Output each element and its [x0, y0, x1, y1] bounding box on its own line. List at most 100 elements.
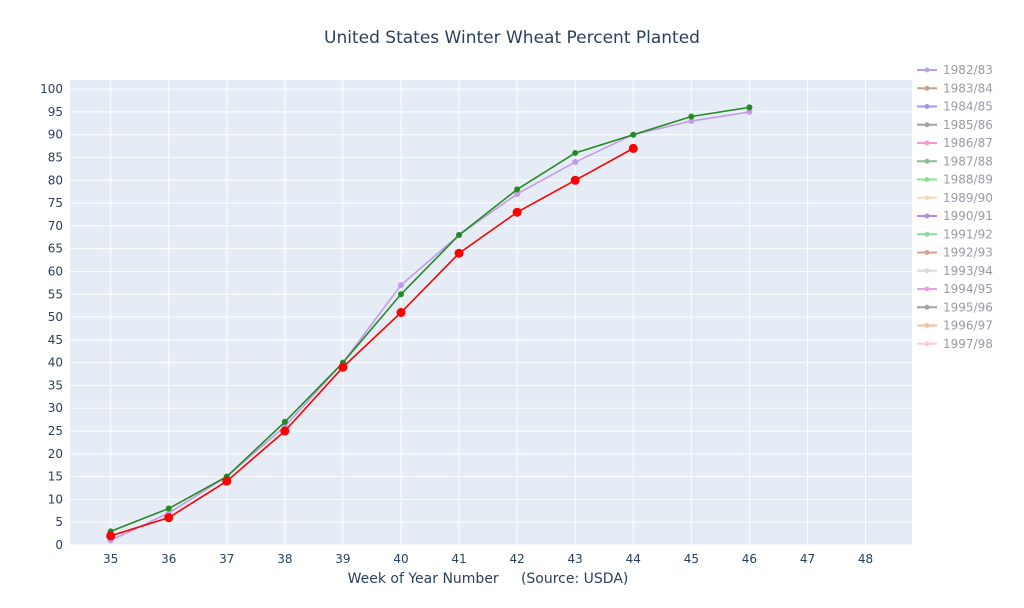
data-point [630, 131, 637, 138]
legend-swatch-marker [924, 341, 930, 347]
series-17 [107, 104, 753, 535]
legend-label: 1985/86 [943, 118, 993, 132]
legend-label: 1993/94 [943, 264, 993, 278]
legend-item[interactable]: 1986/87 [917, 136, 993, 150]
legend-swatch-marker [924, 85, 930, 91]
legend-label: 1992/93 [943, 246, 993, 260]
x-tick-label: 38 [277, 552, 292, 566]
y-tick-label: 85 [48, 151, 63, 165]
legend-label: 1986/87 [943, 136, 993, 150]
legend-label: 1987/88 [943, 154, 993, 168]
data-point [222, 476, 232, 486]
chart-title: United States Winter Wheat Percent Plant… [324, 28, 700, 48]
data-point [628, 143, 638, 153]
legend-item[interactable]: 1983/84 [917, 81, 993, 95]
y-tick-label: 50 [48, 310, 63, 324]
data-point [688, 118, 695, 125]
legend-item[interactable]: 1991/92 [917, 227, 993, 241]
legend-item[interactable]: 1994/95 [917, 282, 993, 296]
legend-item[interactable]: 1985/86 [917, 118, 993, 132]
data-point [281, 418, 288, 425]
data-point [338, 362, 348, 372]
x-tick-label: 37 [219, 552, 234, 566]
legend-label: 1989/90 [943, 191, 993, 205]
legend-label: 1982/83 [943, 63, 993, 77]
y-tick-label: 40 [48, 356, 63, 370]
legend-swatch-marker [924, 140, 930, 146]
legend[interactable]: 1982/83 1983/84 1984/85 1985/86 1986/87 1987/… [917, 63, 993, 351]
legend-item[interactable]: 1997/98 [917, 337, 993, 351]
legend-item[interactable]: 1984/85 [917, 100, 993, 114]
legend-label: 1990/91 [943, 209, 993, 223]
x-tick-label: 43 [568, 552, 583, 566]
series-line [110, 106, 750, 533]
data-point [106, 531, 116, 541]
y-tick-label: 95 [48, 105, 63, 119]
x-tick-label: 44 [626, 552, 641, 566]
legend-swatch-marker [924, 231, 930, 237]
y-tick-label: 75 [48, 196, 63, 210]
y-tick-label: 65 [48, 242, 63, 256]
data-point [570, 175, 580, 185]
legend-swatch-marker [924, 195, 930, 201]
legend-item[interactable]: 1989/90 [917, 191, 993, 205]
legend-label: 1983/84 [943, 81, 993, 95]
x-tick-label: 35 [103, 552, 118, 566]
legend-label: 1991/92 [943, 227, 993, 241]
plot-area [70, 80, 912, 545]
y-tick-label: 90 [48, 128, 63, 142]
x-tick-label: 47 [800, 552, 815, 566]
legend-item[interactable]: 1993/94 [917, 264, 993, 278]
x-axis-ticks: 35 36 37 38 39 40 41 42 43 44 45 46 47 48 [103, 552, 873, 566]
gridlines [70, 80, 912, 546]
data-point [512, 207, 522, 217]
y-tick-label: 80 [48, 173, 63, 187]
legend-item[interactable]: 1996/97 [917, 319, 993, 333]
x-tick-label: 39 [335, 552, 350, 566]
y-tick-label: 5 [55, 515, 63, 529]
y-tick-label: 20 [48, 447, 63, 461]
x-tick-label: 42 [509, 552, 524, 566]
legend-item[interactable]: 1987/88 [917, 154, 993, 168]
legend-swatch-marker [924, 304, 930, 310]
x-tick-label: 41 [451, 552, 466, 566]
data-point [397, 291, 404, 298]
data-point [456, 232, 463, 238]
y-tick-label: 35 [48, 378, 63, 392]
legend-swatch-marker [924, 67, 930, 73]
legend-item[interactable]: 1990/91 [917, 209, 993, 223]
x-tick-label: 40 [393, 552, 408, 566]
y-axis-ticks: 0 5 10 15 20 25 30 35 40 45 50 55 60 65 70 75 80 85 90 95 10… [40, 82, 63, 552]
legend-label: 1996/97 [943, 319, 993, 333]
legend-item[interactable]: 1988/89 [917, 173, 993, 187]
legend-swatch-marker [924, 250, 930, 255]
legend-swatch-marker [924, 158, 930, 164]
legend-swatch-marker [924, 323, 930, 328]
data-point [746, 108, 753, 115]
data-point [514, 186, 521, 193]
x-tick-label: 36 [161, 552, 176, 566]
y-tick-label: 30 [48, 401, 63, 415]
data-point [572, 149, 579, 156]
x-axis-label: Week of Year Number (Source: USDA) [348, 571, 629, 587]
y-tick-label: 15 [48, 470, 63, 484]
legend-label: 1995/96 [943, 300, 993, 314]
legend-swatch-marker [924, 104, 930, 109]
series-lines [106, 104, 753, 544]
y-tick-label: 0 [55, 538, 63, 552]
y-tick-label: 55 [48, 287, 63, 301]
legend-swatch-marker [924, 213, 930, 219]
legend-item[interactable]: 1982/83 [917, 63, 993, 77]
legend-item[interactable]: 1992/93 [917, 246, 993, 260]
legend-item[interactable]: 1995/96 [917, 300, 993, 314]
legend-swatch-marker [924, 286, 930, 292]
data-point [397, 282, 404, 289]
data-point [514, 190, 521, 197]
data-point [746, 104, 753, 111]
data-point [454, 248, 464, 258]
data-point [165, 505, 172, 512]
legend-swatch-marker [924, 268, 930, 274]
legend-label: 1984/85 [943, 100, 993, 114]
data-point [164, 513, 174, 523]
